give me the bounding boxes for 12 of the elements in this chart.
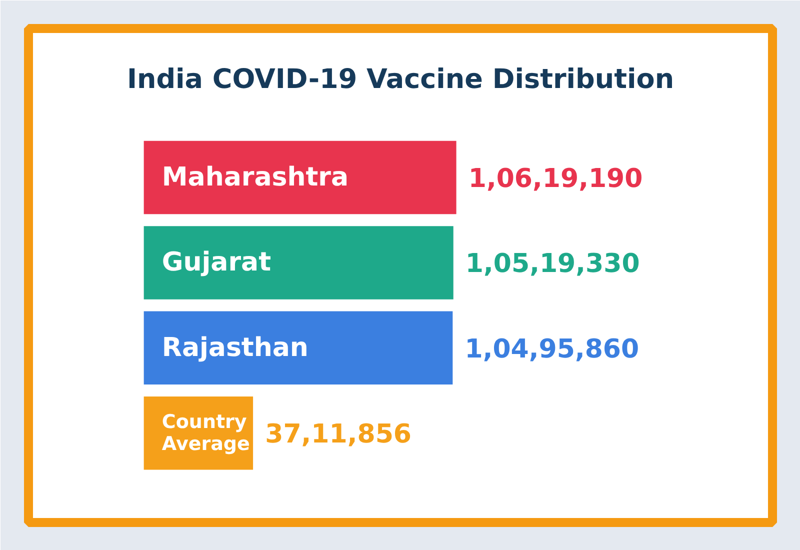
data-label: 1,05,19,330 [465,249,640,280]
data-label: 37,11,856 [265,420,412,450]
y-tick-label: Maharashtra [162,162,349,193]
y-tick-label: Country Average [162,411,250,456]
bar [144,140,456,214]
y-tick-label: Rajasthan [162,332,308,363]
chart-title: India COVID-19 Vaccine Distribution [126,64,674,96]
bar [144,311,453,385]
data-label: 1,06,19,190 [468,164,643,194]
y-tick-label: Gujarat [162,248,272,278]
data-label: 1,04,95,860 [464,334,640,364]
bar [144,226,454,300]
